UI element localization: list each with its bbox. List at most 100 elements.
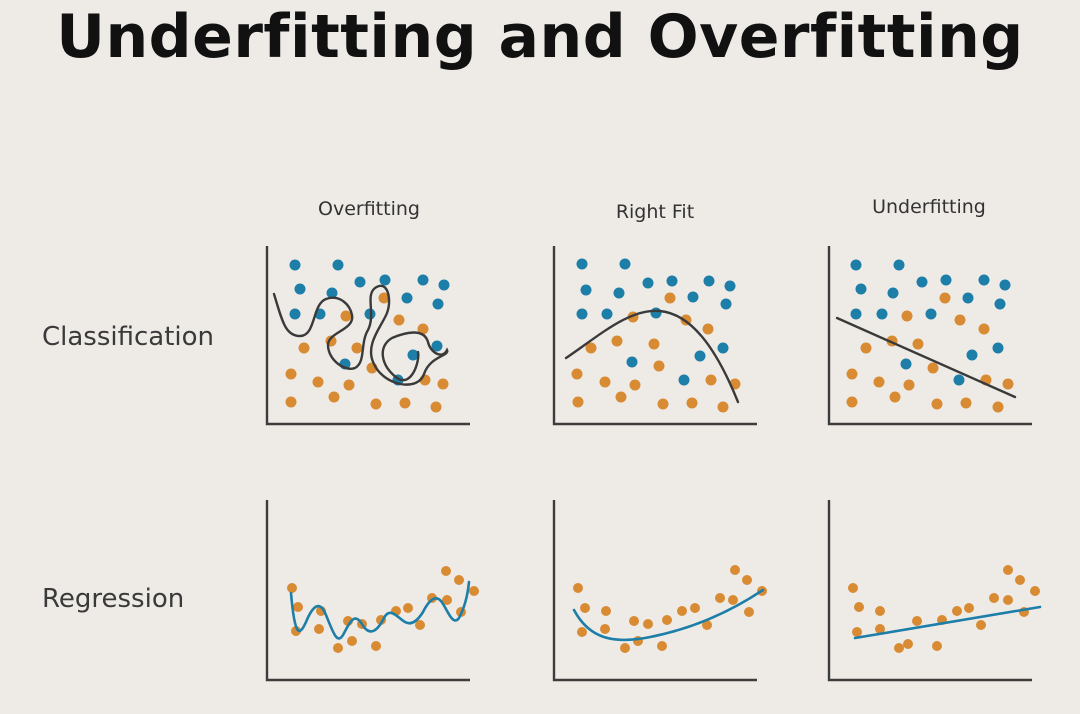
orange-point bbox=[648, 338, 660, 350]
panel-classification-overfitting bbox=[272, 259, 450, 413]
orange-point bbox=[600, 624, 610, 634]
orange-point bbox=[852, 627, 862, 637]
orange-point bbox=[901, 310, 913, 322]
orange-point bbox=[285, 368, 297, 380]
orange-point bbox=[442, 595, 452, 605]
blue-point bbox=[432, 298, 444, 310]
row-label-regression: Regression bbox=[42, 584, 185, 614]
blue-point bbox=[613, 287, 625, 299]
orange-point bbox=[912, 338, 924, 350]
orange-point bbox=[742, 575, 752, 585]
orange-point bbox=[657, 641, 667, 651]
orange-point bbox=[702, 620, 712, 630]
orange-point bbox=[454, 575, 464, 585]
blue-point bbox=[717, 342, 729, 354]
orange-point bbox=[653, 360, 665, 372]
orange-point bbox=[848, 583, 858, 593]
orange-point bbox=[939, 292, 951, 304]
orange-point bbox=[677, 606, 687, 616]
blue-point bbox=[401, 292, 413, 304]
blue-point bbox=[431, 340, 443, 352]
orange-point bbox=[328, 391, 340, 403]
orange-point bbox=[415, 620, 425, 630]
blue-point bbox=[289, 308, 301, 320]
blue-point bbox=[379, 274, 391, 286]
orange-point bbox=[976, 620, 986, 630]
orange-point bbox=[571, 368, 583, 380]
panel-classification-right-fit bbox=[564, 258, 741, 413]
axes-classification-overfitting bbox=[265, 246, 470, 426]
orange-point bbox=[978, 323, 990, 335]
axes-regression-underfitting bbox=[827, 500, 1032, 682]
orange-point bbox=[611, 335, 623, 347]
axes-group bbox=[265, 246, 1032, 682]
orange-point bbox=[1030, 586, 1040, 596]
orange-point bbox=[573, 583, 583, 593]
orange-point bbox=[873, 376, 885, 388]
blue-point bbox=[294, 283, 306, 295]
blue-point bbox=[876, 308, 888, 320]
blue-point bbox=[887, 287, 899, 299]
column-label-underfitting: Underfitting bbox=[872, 196, 986, 218]
orange-point bbox=[927, 362, 939, 374]
orange-point bbox=[285, 396, 297, 408]
panel-regression-right-fit bbox=[572, 565, 767, 653]
blue-point bbox=[953, 374, 965, 386]
orange-point bbox=[690, 603, 700, 613]
orange-point bbox=[333, 643, 343, 653]
orange-point bbox=[686, 397, 698, 409]
blue-point bbox=[580, 284, 592, 296]
row-label-classification: Classification bbox=[42, 322, 215, 352]
blue-point bbox=[893, 259, 905, 271]
blue-point bbox=[900, 358, 912, 370]
axes-classification-underfitting bbox=[827, 246, 1032, 426]
underfit-regression-line bbox=[853, 605, 1042, 640]
orange-point bbox=[615, 391, 627, 403]
orange-point bbox=[580, 603, 590, 613]
orange-point bbox=[989, 593, 999, 603]
orange-point bbox=[347, 636, 357, 646]
orange-point bbox=[744, 607, 754, 617]
orange-point bbox=[399, 397, 411, 409]
orange-point bbox=[343, 379, 355, 391]
blue-point bbox=[940, 274, 952, 286]
orange-point bbox=[370, 398, 382, 410]
orange-point bbox=[599, 376, 611, 388]
orange-point bbox=[657, 398, 669, 410]
orange-point bbox=[291, 626, 301, 636]
blue-point bbox=[642, 277, 654, 289]
orange-point bbox=[643, 619, 653, 629]
blue-point bbox=[438, 279, 450, 291]
orange-point bbox=[585, 342, 597, 354]
orange-point bbox=[287, 583, 297, 593]
axes-regression-right-fit bbox=[552, 500, 757, 682]
blue-point bbox=[925, 308, 937, 320]
blue-point bbox=[694, 350, 706, 362]
orange-point bbox=[403, 603, 413, 613]
blue-point bbox=[850, 308, 862, 320]
panel-regression-overfitting bbox=[287, 566, 479, 653]
blue-point bbox=[601, 308, 613, 320]
orange-point bbox=[730, 565, 740, 575]
orange-point bbox=[620, 643, 630, 653]
orange-point bbox=[952, 606, 962, 616]
orange-point bbox=[312, 376, 324, 388]
blue-point bbox=[703, 275, 715, 287]
orange-point bbox=[875, 606, 885, 616]
blue-point bbox=[687, 291, 699, 303]
blue-point bbox=[407, 349, 419, 361]
orange-point bbox=[664, 292, 676, 304]
blue-point bbox=[994, 298, 1006, 310]
blue-point bbox=[962, 292, 974, 304]
right-fit-regression-curve bbox=[572, 588, 765, 642]
orange-point bbox=[854, 602, 864, 612]
blue-point bbox=[326, 287, 338, 299]
orange-point bbox=[954, 314, 966, 326]
blue-point bbox=[289, 259, 301, 271]
orange-point bbox=[860, 342, 872, 354]
blue-point bbox=[992, 342, 1004, 354]
blue-point bbox=[855, 283, 867, 295]
blue-point bbox=[576, 258, 588, 270]
axes-classification-right-fit bbox=[552, 246, 757, 426]
blue-point bbox=[678, 374, 690, 386]
